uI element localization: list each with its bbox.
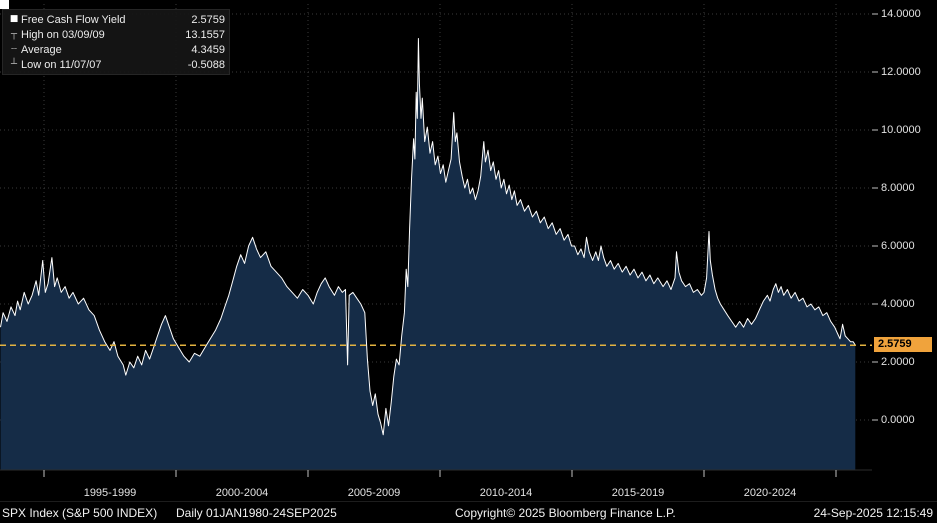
legend-row-low[interactable]: ┴ Low on 11/07/07 -0.5088 xyxy=(7,57,225,72)
y-axis-label: 10.0000 xyxy=(881,124,921,136)
footer-timestamp: 24-Sep-2025 12:15:49 xyxy=(813,506,933,520)
legend-high-value: 13.1557 xyxy=(185,28,225,41)
x-axis-label: 2000-2004 xyxy=(215,487,269,499)
chart-legend: ■ Free Cash Flow Yield 2.5759 ┬ High on … xyxy=(2,9,230,75)
high-marker-icon: ┬ xyxy=(10,29,18,40)
footer-periodicity-range: Daily 01JAN1980-24SEP2025 xyxy=(176,506,337,520)
y-axis-label: 8.0000 xyxy=(881,182,915,194)
x-axis-label: 2005-2009 xyxy=(347,487,401,499)
y-axis-label: 14.0000 xyxy=(881,8,921,20)
corner-resize-handle[interactable] xyxy=(0,0,9,9)
legend-average-value: 4.3459 xyxy=(191,43,225,56)
series-line xyxy=(0,38,856,436)
legend-row-average[interactable]: ┄ Average 4.3459 xyxy=(7,42,225,57)
series-square-icon: ■ xyxy=(9,14,19,24)
x-axis-label: 2020-2024 xyxy=(743,487,797,499)
legend-low-value: -0.5088 xyxy=(187,58,225,71)
x-axis-label: 1995-1999 xyxy=(83,487,137,499)
y-axis-label: 0.0000 xyxy=(881,414,915,426)
y-axis-label: 6.0000 xyxy=(881,240,915,252)
legend-series-label: Free Cash Flow Yield xyxy=(21,13,126,26)
low-marker-icon: ┴ xyxy=(10,59,18,70)
last-price-badge[interactable]: 2.5759 xyxy=(874,337,932,353)
status-bar: SPX Index (S&P 500 INDEX) Daily 01JAN198… xyxy=(0,501,937,523)
legend-series-value: 2.5759 xyxy=(191,13,225,26)
footer-instrument: SPX Index (S&P 500 INDEX) xyxy=(2,506,158,520)
legend-average-label: Average xyxy=(21,43,62,56)
series-area-fill xyxy=(0,38,856,470)
y-axis-label: 12.0000 xyxy=(881,66,921,78)
legend-low-label: Low on 11/07/07 xyxy=(21,58,102,71)
legend-row-high[interactable]: ┬ High on 03/09/09 13.1557 xyxy=(7,27,225,42)
legend-high-label: High on 03/09/09 xyxy=(21,28,105,41)
x-axis-label: 2010-2014 xyxy=(479,487,533,499)
legend-row-series[interactable]: ■ Free Cash Flow Yield 2.5759 xyxy=(7,12,225,27)
y-axis-label: 2.0000 xyxy=(881,356,915,368)
y-axis-label: 4.0000 xyxy=(881,298,915,310)
x-axis-label: 2015-2019 xyxy=(611,487,665,499)
average-marker-icon: ┄ xyxy=(10,44,18,55)
footer-copyright: Copyright© 2025 Bloomberg Finance L.P. xyxy=(455,506,676,520)
